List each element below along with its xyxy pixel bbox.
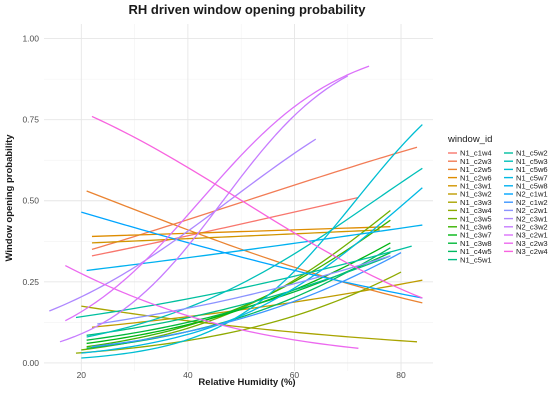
grid-lines — [44, 24, 433, 371]
x-axis-ticks: 20 40 60 80 — [77, 370, 406, 380]
series-line-n3-c2w3 — [65, 265, 359, 349]
legend: window_id N1_c1w4N1_c2w3N1_c2w5N1_c2w6N1… — [447, 134, 548, 264]
series-line-n3-c2w1 — [65, 65, 370, 322]
y-tick-label: 0.00 — [22, 358, 39, 368]
legend-label: N3_c2w3 — [516, 239, 548, 248]
series-line-n3-c2w4 — [91, 115, 423, 299]
legend-item: N1_c3w7 — [448, 231, 492, 240]
legend-item: N3_c2w4 — [504, 247, 548, 256]
legend-label: N2_c3w2 — [516, 223, 548, 232]
legend-label: N2_c2w1 — [516, 206, 548, 215]
legend-items: N1_c1w4N1_c2w3N1_c2w5N1_c2w6N1_c3w1N1_c3… — [448, 149, 548, 264]
legend-label: N2_c1w2 — [516, 198, 548, 207]
legend-label: N1_c5w8 — [516, 182, 548, 191]
series-line-n1-c3w7 — [86, 242, 391, 345]
legend-item: N1_c5w7 — [504, 173, 548, 182]
series-line-n1-c3w4 — [75, 271, 402, 354]
legend-label: N2_c1w1 — [516, 190, 548, 199]
legend-item: N1_c3w1 — [448, 182, 492, 191]
legend-label: N3_c2w1 — [516, 231, 548, 240]
series-line-n2-c2w1 — [97, 255, 391, 325]
series-line-n1-c3w6 — [86, 219, 391, 348]
legend-label: N1_c3w7 — [460, 231, 492, 240]
legend-item: N2_c3w1 — [504, 214, 548, 223]
legend-label: N1_c5w7 — [516, 173, 548, 182]
legend-item: N1_c3w3 — [448, 198, 492, 207]
legend-item: N1_c3w6 — [448, 223, 492, 232]
legend-label: N1_c3w3 — [460, 198, 492, 207]
legend-item: N1_c4w5 — [448, 247, 492, 256]
series-line-n1-c5w2 — [75, 245, 412, 319]
legend-item: N2_c2w1 — [504, 206, 548, 215]
series-line-n1-c2w3 — [91, 146, 418, 251]
legend-item: N1_c3w8 — [448, 239, 492, 248]
legend-label: N1_c5w6 — [516, 165, 548, 174]
legend-item: N2_c1w1 — [504, 190, 548, 199]
x-tick-label: 80 — [396, 370, 406, 380]
legend-item: N1_c5w3 — [504, 157, 548, 166]
legend-label: N1_c3w8 — [460, 239, 492, 248]
legend-item: N3_c2w1 — [504, 231, 548, 240]
legend-item: N1_c3w5 — [448, 214, 492, 223]
legend-label: N3_c2w4 — [516, 247, 548, 256]
legend-item: N2_c1w2 — [504, 198, 548, 207]
x-tick-label: 20 — [77, 370, 87, 380]
series-line-n1-c5w6 — [81, 124, 423, 359]
legend-item: N1_c3w2 — [448, 190, 492, 199]
legend-item: N1_c3w4 — [448, 206, 492, 215]
legend-item: N1_c5w8 — [504, 182, 548, 191]
y-axis-ticks: 0.00 0.25 0.50 0.75 1.00 — [22, 34, 39, 368]
series-line-n1-c2w6 — [91, 226, 391, 238]
y-axis-title: Window opening probability — [4, 134, 15, 262]
y-tick-label: 0.75 — [22, 115, 39, 125]
legend-item: N1_c2w5 — [448, 165, 492, 174]
legend-title: window_id — [447, 134, 492, 145]
legend-label: N1_c4w5 — [460, 247, 492, 256]
legend-label: N1_c3w6 — [460, 223, 492, 232]
x-tick-label: 40 — [183, 370, 193, 380]
x-axis-title: Relative Humidity (%) — [198, 377, 295, 388]
y-tick-label: 0.25 — [22, 277, 39, 287]
y-tick-label: 0.50 — [22, 196, 39, 206]
series-line-n2-c3w1 — [49, 138, 317, 312]
series-line-n1-c5w7 — [81, 187, 423, 354]
legend-label: N1_c5w1 — [460, 255, 492, 264]
legend-label: N1_c1w4 — [460, 149, 492, 158]
legend-item: N1_c5w2 — [504, 149, 548, 158]
series-line-n2-c3w2 — [59, 75, 349, 343]
series-line-n1-c5w3 — [86, 167, 423, 338]
chart-title: RH driven window opening probability — [129, 2, 367, 17]
series-line-n2-c1w2 — [91, 252, 402, 348]
legend-label: N1_c2w6 — [460, 173, 492, 182]
legend-label: N1_c3w2 — [460, 190, 492, 199]
series-line-n2-c1w1 — [81, 211, 423, 299]
legend-label: N2_c3w1 — [516, 214, 548, 223]
series-lines — [49, 65, 423, 359]
legend-label: N1_c2w3 — [460, 157, 492, 166]
legend-item: N1_c5w1 — [448, 255, 492, 264]
legend-item: N2_c3w2 — [504, 223, 548, 232]
legend-label: N1_c3w1 — [460, 182, 492, 191]
legend-label: N1_c3w4 — [460, 206, 492, 215]
series-line-n1-c1w4 — [91, 196, 359, 257]
legend-label: N1_c2w5 — [460, 165, 492, 174]
series-line-n1-c4w5 — [86, 247, 391, 349]
legend-label: N1_c5w3 — [516, 157, 548, 166]
legend-item: N1_c2w6 — [448, 173, 492, 182]
legend-label: N1_c5w2 — [516, 149, 548, 158]
y-tick-label: 1.00 — [22, 34, 39, 44]
legend-item: N1_c5w6 — [504, 165, 548, 174]
legend-label: N1_c3w5 — [460, 214, 492, 223]
legend-item: N1_c2w3 — [448, 157, 492, 166]
legend-item: N3_c2w3 — [504, 239, 548, 248]
series-line-n1-c3w1 — [91, 229, 380, 244]
series-line-n1-c5w1 — [86, 255, 391, 336]
x-tick-label: 60 — [290, 370, 300, 380]
legend-item: N1_c1w4 — [448, 149, 492, 158]
